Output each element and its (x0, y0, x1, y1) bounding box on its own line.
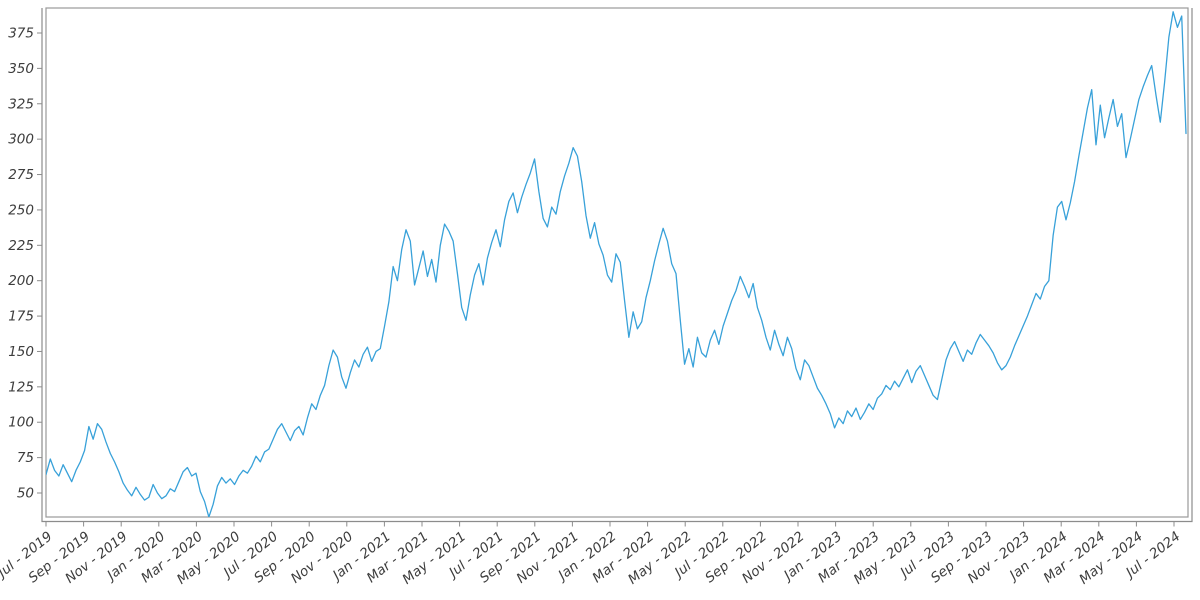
y-tick-label: 225 (8, 238, 34, 254)
y-tick-label: 250 (8, 202, 34, 218)
y-tick-label: 50 (17, 486, 34, 502)
y-tick-label: 275 (8, 167, 34, 183)
y-tick-label: 350 (8, 61, 34, 77)
y-tick-label: 75 (17, 450, 34, 466)
y-tick-label: 175 (8, 309, 34, 325)
y-tick-label: 100 (8, 415, 34, 431)
price-series-line (46, 11, 1187, 517)
y-tick-label: 150 (8, 344, 34, 360)
y-tick-label: 125 (8, 379, 34, 395)
outer-axis-line (41, 8, 1193, 523)
y-tick-label: 300 (8, 132, 34, 148)
plot-border (45, 7, 1189, 518)
y-tick-label: 200 (8, 273, 34, 289)
y-tick-label: 325 (8, 96, 34, 112)
y-tick-label: 375 (8, 26, 34, 42)
